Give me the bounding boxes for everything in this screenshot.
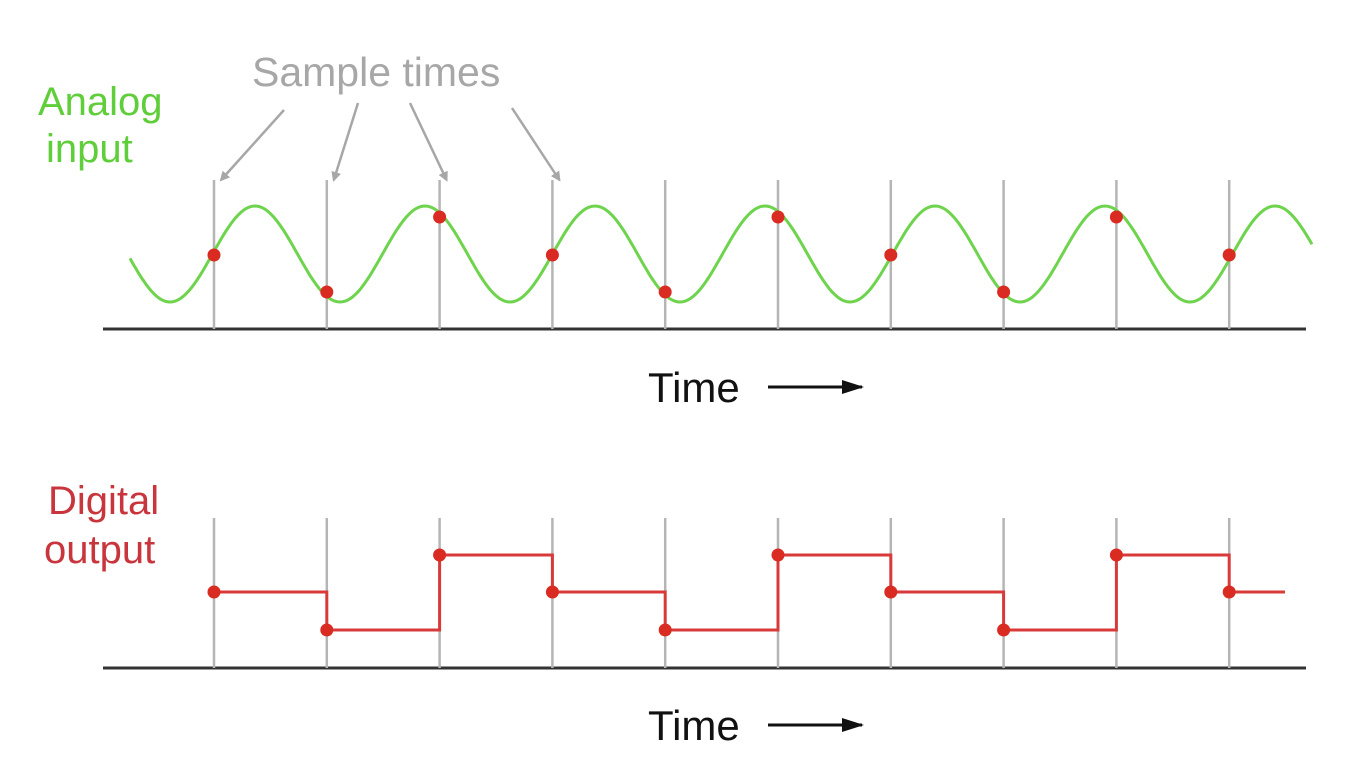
digital-output-label-line1: Digital [48, 479, 159, 523]
sample-time-arrow-icon [219, 109, 285, 182]
analog-sample-point [433, 210, 447, 224]
analog-sample-points-group [207, 210, 1236, 299]
analog-input-label-line1: Analog [38, 80, 163, 124]
time-label-bottom: Time [648, 702, 740, 749]
digital-sample-point [545, 585, 559, 599]
analog-sample-point [320, 285, 334, 299]
analog-sample-point [884, 248, 898, 262]
digital-sample-point [1109, 548, 1123, 562]
digital-sample-points-group [207, 548, 1236, 637]
analog-sample-point [545, 248, 559, 262]
analog-sample-point [1222, 248, 1236, 262]
digital-output-waveform [214, 553, 1285, 632]
digital-sample-point [771, 548, 785, 562]
analog-sample-point [1109, 210, 1123, 224]
time-label-top: Time [648, 364, 740, 411]
sample-times-arrows-group [219, 102, 561, 182]
digital-sample-point [997, 623, 1011, 637]
digital-sample-point [658, 623, 672, 637]
digital-sample-point [884, 585, 898, 599]
analog-sample-point [207, 248, 221, 262]
analog-sample-point [658, 285, 672, 299]
analog-sample-point [997, 285, 1011, 299]
sample-times-label: Sample times [252, 49, 500, 95]
sample-time-arrow-icon [331, 102, 360, 182]
analog-sample-point [771, 210, 785, 224]
digital-sample-point [207, 585, 221, 599]
digital-sample-point [433, 548, 447, 562]
digital-sample-point [1222, 585, 1236, 599]
sample-time-arrow-icon [510, 107, 561, 182]
sample-time-arrow-icon [408, 102, 448, 182]
analog-input-label-line2: input [46, 127, 133, 171]
analog-input-waveform [128, 204, 1314, 304]
digital-sample-point [320, 623, 334, 637]
digital-output-label-line2: output [44, 528, 155, 572]
